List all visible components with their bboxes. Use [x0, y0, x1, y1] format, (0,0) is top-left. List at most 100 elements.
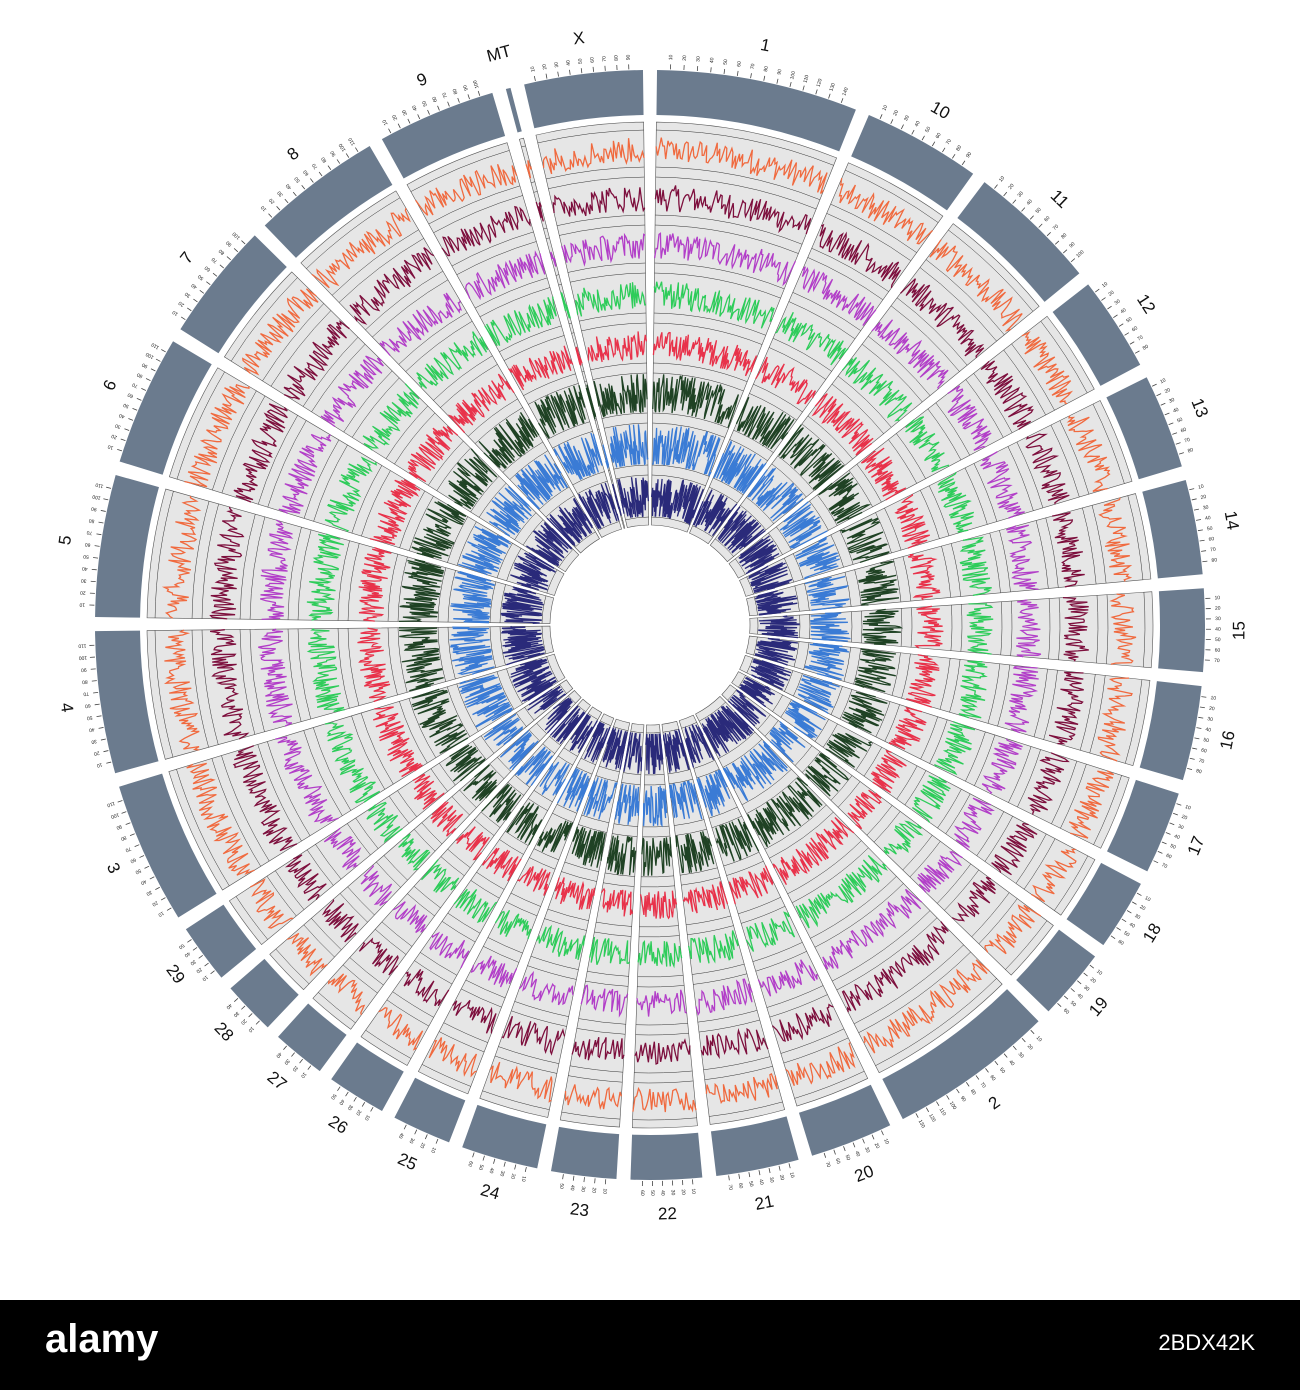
signal-track-6	[606, 835, 637, 876]
tick-label: 30	[407, 1137, 415, 1145]
tick-mark	[355, 147, 359, 153]
chromosome-label: 18	[1139, 920, 1165, 946]
signal-track-8	[750, 658, 792, 691]
ideogram-chr-17	[1107, 779, 1179, 872]
ring-gridline	[563, 747, 578, 757]
signal-track-1	[184, 383, 250, 488]
signal-track-5	[357, 627, 391, 703]
ring-gridline	[875, 978, 997, 1066]
ring-gridline	[935, 402, 970, 456]
signal-track-2	[233, 403, 288, 503]
tick-mark	[345, 153, 350, 158]
signal-track-3	[379, 292, 463, 356]
tick-mark	[96, 715, 102, 718]
signal-track-8	[527, 685, 567, 714]
tick-label: 40	[569, 1184, 576, 1191]
ring-gridline	[533, 790, 553, 803]
tick-label: 60	[737, 1183, 744, 1190]
track-panel-chr-27	[312, 698, 591, 1030]
tick-mark	[388, 128, 392, 134]
tick-mark	[417, 114, 421, 120]
ring-gridline	[351, 715, 386, 790]
tick-mark	[493, 1158, 496, 1164]
signal-track-1	[1066, 415, 1111, 492]
tick-mark	[301, 184, 306, 190]
tick-label: 90	[626, 54, 632, 60]
signal-track-4	[959, 536, 992, 597]
signal-track-2	[1048, 671, 1084, 745]
alamy-logo: alamy	[45, 1317, 159, 1361]
signal-track-7	[450, 570, 495, 624]
signal-track-8	[739, 676, 776, 708]
tick-label: 10	[79, 601, 85, 607]
signal-track-7	[514, 746, 554, 786]
ring-gridline	[439, 763, 456, 786]
tick-mark	[776, 78, 779, 84]
track-panel-chr-23	[559, 723, 645, 1128]
signal-track-8	[602, 727, 628, 770]
tick-mark	[815, 89, 818, 95]
ring-gridline	[211, 758, 261, 867]
tick-label: 20	[177, 300, 185, 308]
signal-track-7	[797, 674, 840, 714]
signal-track-4	[841, 357, 913, 422]
tick-label: 100	[145, 351, 155, 360]
tick-label: 100	[948, 1101, 958, 1111]
ring-gridline	[892, 559, 902, 602]
ring-gridline	[698, 1019, 760, 1033]
tick-label: 30	[670, 1190, 676, 1196]
signal-track-7	[449, 626, 495, 675]
ring-gridline	[826, 213, 912, 261]
signal-track-7	[784, 700, 826, 739]
chromosome-label: 12	[1133, 291, 1159, 317]
tick-mark	[457, 97, 460, 103]
ring-gridline	[408, 698, 437, 758]
ring-gridline	[581, 322, 647, 332]
tick-label: 100	[110, 811, 120, 820]
tick-mark	[397, 123, 401, 129]
chromosome-label: 1	[759, 35, 772, 55]
ring-gridline	[407, 893, 435, 917]
ring-gridline	[221, 755, 270, 862]
tick-mark	[1197, 529, 1203, 532]
signal-track-8	[684, 724, 715, 768]
tick-mark	[862, 1138, 865, 1144]
signal-track-2	[771, 1003, 834, 1042]
tick-label: 10	[1095, 969, 1103, 977]
ring-gridline	[446, 686, 471, 737]
chromosome-label: 19	[1085, 993, 1112, 1020]
signal-track-2	[900, 278, 985, 358]
ring-gridline	[615, 474, 649, 480]
ring-gridline	[443, 1022, 488, 1043]
ideogram-chr-3	[119, 773, 217, 918]
tick-mark	[1134, 350, 1140, 354]
tick-mark	[833, 1149, 836, 1155]
ring-gridline	[1045, 517, 1059, 588]
chromosome-label: 13	[1187, 396, 1212, 421]
signal-track-5	[575, 346, 583, 366]
tick-mark	[592, 66, 594, 72]
tick-label: 50	[197, 273, 205, 281]
ring-gridline	[746, 576, 754, 595]
ring-gridline	[944, 869, 980, 911]
ring-gridline	[576, 766, 593, 775]
chromosome-label: 28	[211, 1018, 238, 1045]
ring-gridline	[1096, 595, 1099, 664]
chromosome-label: 10	[927, 97, 953, 123]
signal-track-6	[398, 627, 444, 692]
ring-gridline	[592, 372, 647, 380]
tick-label: 40	[88, 726, 95, 733]
ring-gridline	[514, 512, 537, 540]
ring-gridline	[587, 971, 629, 977]
tick-mark	[1187, 767, 1193, 771]
ring-gridline	[902, 556, 912, 602]
tick-mark	[1003, 191, 1008, 197]
chromosome-label: MT	[485, 41, 514, 66]
tick-label: 10	[998, 175, 1006, 183]
ring-gridline	[928, 485, 950, 536]
ring-gridline	[839, 689, 853, 720]
signal-track-8	[717, 506, 766, 554]
ring-gridline	[766, 985, 824, 1008]
